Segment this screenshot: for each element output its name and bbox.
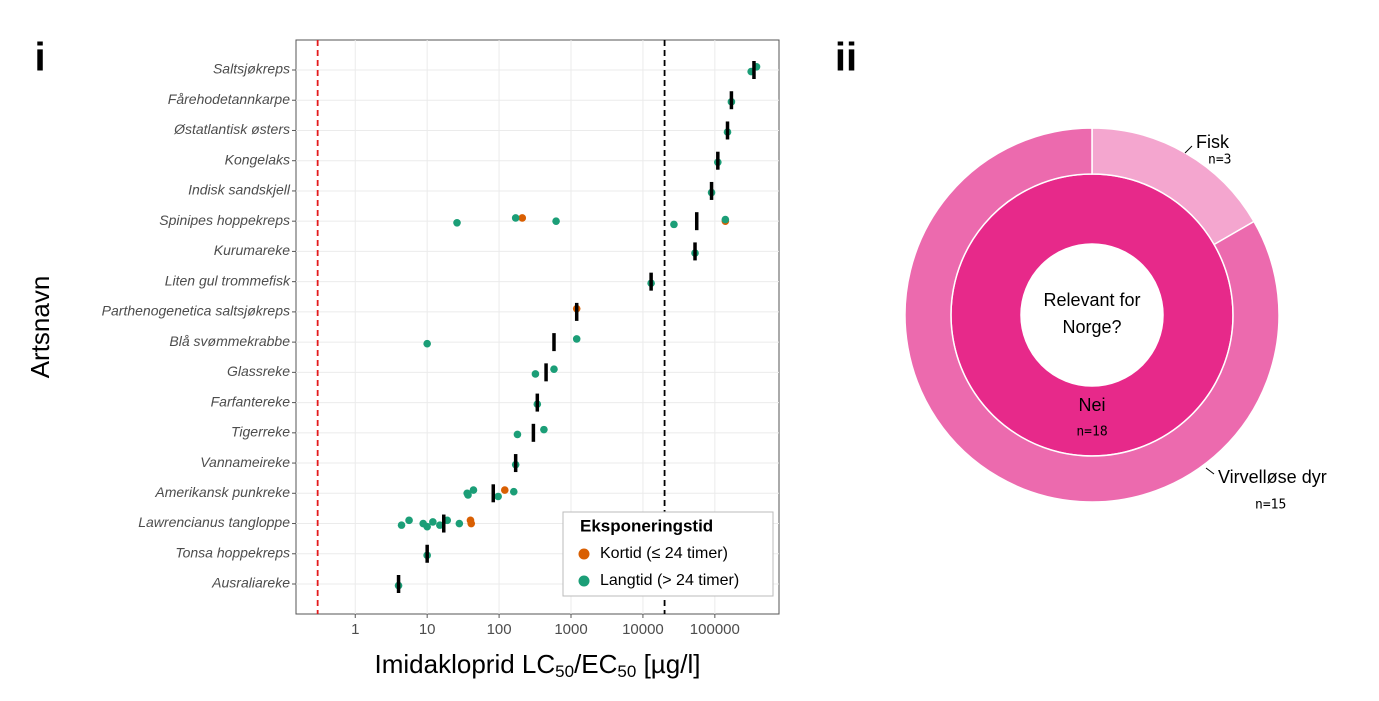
data-point [518,214,527,222]
data-point [423,522,431,531]
y-tick-label: Tonsa hoppekreps [175,544,290,560]
data-point [509,487,518,496]
data-point [511,214,520,222]
data-point [513,430,522,439]
y-tick-label: Kurumareke [214,242,290,258]
data-point [572,335,581,343]
data-point [467,519,476,528]
x-tick-label: 100000 [690,621,740,638]
y-tick-label: Glassreke [227,363,290,379]
legend-label: Kortid (≤ 24 timer) [600,545,728,562]
data-point [429,518,437,526]
legend-swatch [578,575,590,587]
data-point [531,370,540,378]
y-tick-label: Spinipes hoppekreps [159,212,290,228]
x-axis-label: Imidakloprid LC50/EC50 [µg/l] [375,649,701,682]
y-tick-label: Blå svømmekrabbe [169,333,290,349]
y-tick-label: Amerikansk punkreke [154,484,290,500]
data-point [397,521,406,529]
x-axis-label-part: [µg/l] [636,649,700,679]
data-point [552,217,560,225]
donut-center-title-line: Relevant for [1043,290,1140,310]
data-point [423,339,431,348]
y-tick-label: Indisk sandskjell [188,182,291,198]
panel-label: ii [835,36,857,80]
slice-label: Fisk [1196,132,1230,152]
x-tick-label: 100 [487,621,512,638]
legend-label: Langtid (> 24 timer) [600,572,739,589]
x-axis-label-part: Imidakloprid LC [375,649,556,679]
slice-value-label: n=3 [1208,153,1231,168]
data-point [453,218,461,227]
y-tick-label: Lawrencianus tangloppe [138,514,290,530]
slice-label: Nei [1078,395,1105,415]
y-tick-label: Parthenogenetica saltsjøkreps [102,303,290,319]
data-point [721,215,730,224]
y-tick-label: Tigerreke [231,424,290,440]
data-point [540,425,548,434]
y-axis-label: Artsnavn [25,276,55,379]
legend-box [562,511,774,597]
slice-label: Virvelløse dyr [1218,467,1327,487]
x-tick-label: 1 [351,621,359,638]
data-point [550,365,558,373]
leader-line [1205,467,1215,475]
x-tick-label: 10 [419,621,436,638]
donut-center-title: Relevant for Norge? [1043,290,1140,337]
slice-value-label: n=15 [1255,498,1286,513]
legend-swatch [578,548,590,560]
legend-title: Eksponeringstid [580,516,713,535]
x-tick-label: 10000 [622,621,664,638]
donut-slice [904,127,1280,503]
y-tick-label: Fårehodetannkarpe [168,91,290,107]
x-axis-label-part: /EC [574,649,617,679]
data-point [500,486,509,494]
data-point [436,521,444,529]
slice-value-label: n=18 [1076,425,1107,440]
donut-center-title-line: Norge? [1062,317,1121,337]
y-tick-label: Farfantereke [211,393,291,409]
leader-line [1184,145,1193,154]
y-tick-label: Kongelaks [225,151,290,167]
data-point [494,492,502,501]
y-tick-label: Ausraliareke [211,575,290,591]
y-tick-label: Østatlantisk østers [173,121,290,137]
x-axis-label-subscript: 50 [555,662,574,681]
panel-label: i [34,36,45,80]
data-point [405,516,413,525]
y-tick-label: Vannameireke [200,454,290,470]
x-tick-label: 1000 [554,621,587,638]
y-tick-label: Saltsjøkreps [213,61,290,77]
x-axis-label-subscript: 50 [617,662,636,681]
data-point [670,220,678,229]
data-point [469,486,478,494]
data-point [455,519,464,528]
data-point [463,489,471,498]
y-tick-label: Liten gul trommefisk [165,272,291,288]
